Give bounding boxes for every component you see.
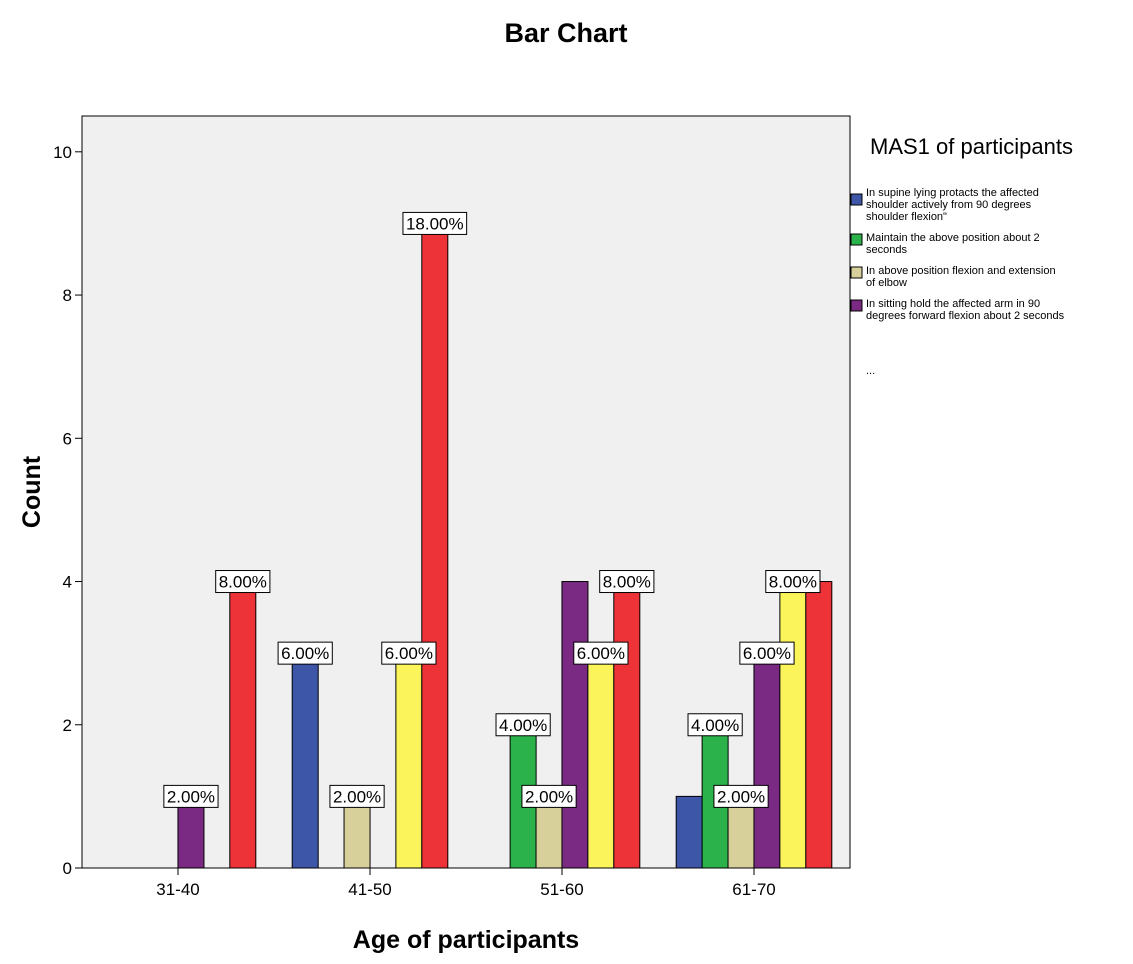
legend-label: In supine lying protacts the affected — [866, 187, 1039, 199]
data-label: 18.00% — [402, 211, 468, 235]
data-label-box — [713, 784, 769, 808]
data-label-text: 2.00% — [167, 787, 215, 806]
y-tick-label: 8 — [63, 286, 72, 305]
data-label: 8.00% — [599, 570, 655, 594]
y-axis: 0 2 4 6 8 10 — [53, 143, 82, 878]
data-label-box — [402, 211, 468, 235]
legend-more: ... — [866, 365, 875, 377]
data-label-box — [381, 641, 437, 665]
bar — [613, 581, 641, 869]
y-tick-label: 2 — [63, 716, 72, 735]
x-tick-label: 41-50 — [348, 880, 391, 899]
bar — [675, 795, 703, 869]
bar — [727, 795, 755, 869]
data-label-text: 8.00% — [769, 573, 817, 592]
data-label-box — [521, 784, 577, 808]
data-label: 8.00% — [215, 570, 271, 594]
legend-label: of elbow — [866, 277, 907, 289]
data-label-text: 6.00% — [743, 644, 791, 663]
legend-title: MAS1 of participants — [870, 134, 1073, 159]
legend-item: In supine lying protacts the affectedsho… — [850, 187, 1039, 223]
legend-label: In sitting hold the affected arm in 90 — [866, 298, 1040, 310]
data-label-text: 2.00% — [525, 787, 573, 806]
data-label-box — [599, 570, 655, 594]
data-label: 2.00% — [713, 784, 769, 808]
y-axis-title: Count — [18, 455, 46, 528]
data-labels: 6.00% 4.00% 4.00% 2.00% 2.00% 2.00% 2.00% 6.00%… — [163, 211, 821, 808]
legend-swatch — [850, 233, 863, 246]
legend-label: In above position flexion and extension — [866, 265, 1056, 277]
y-tick-label: 4 — [63, 573, 72, 592]
bar — [291, 652, 319, 869]
bar — [229, 581, 257, 869]
data-label-text: 2.00% — [333, 787, 381, 806]
legend-label: seconds — [866, 244, 907, 256]
data-label-box — [739, 641, 795, 665]
x-axis: 31-40 41-50 51-60 61-70 — [156, 868, 776, 899]
y-tick-label: 6 — [63, 429, 72, 448]
data-label-text: 6.00% — [385, 644, 433, 663]
data-label: 6.00% — [573, 641, 629, 665]
legend-item: In above position flexion and extensiono… — [850, 265, 1056, 289]
legend-label: Maintain the above position about 2 — [866, 232, 1040, 244]
data-label: 8.00% — [765, 570, 821, 594]
chart-title: Bar Chart — [504, 18, 627, 48]
legend: MAS1 of participants In supine lying pro… — [850, 134, 1073, 377]
bar — [421, 222, 449, 869]
x-tick-label: 51-60 — [540, 880, 583, 899]
legend-swatch — [850, 193, 863, 206]
data-label-box — [687, 713, 743, 737]
bar — [779, 581, 807, 869]
x-tick-label: 31-40 — [156, 880, 199, 899]
data-label-text: 6.00% — [577, 644, 625, 663]
bar — [805, 581, 833, 869]
data-label-box — [163, 784, 219, 808]
data-label: 6.00% — [277, 641, 333, 665]
bar — [561, 581, 589, 869]
legend-item: In sitting hold the affected arm in 90de… — [850, 298, 1065, 322]
legend-label: shoulder flexion" — [866, 211, 947, 223]
data-label-box — [765, 570, 821, 594]
data-label: 2.00% — [163, 784, 219, 808]
legend-swatch — [850, 299, 863, 312]
data-label-text: 8.00% — [219, 573, 267, 592]
bar — [177, 795, 205, 869]
data-label-text: 2.00% — [717, 787, 765, 806]
y-tick-label: 0 — [63, 859, 72, 878]
data-label: 2.00% — [329, 784, 385, 808]
x-axis-title: Age of participants — [353, 926, 579, 954]
data-label-text: 8.00% — [603, 573, 651, 592]
data-label-text: 4.00% — [691, 716, 739, 735]
data-label-box — [573, 641, 629, 665]
bar — [535, 795, 563, 869]
bar — [587, 652, 615, 869]
legend-items: In supine lying protacts the affectedsho… — [850, 187, 1065, 322]
legend-label: shoulder actively from 90 degrees — [866, 199, 1032, 211]
data-label: 4.00% — [687, 713, 743, 737]
data-label: 6.00% — [381, 641, 437, 665]
bar — [343, 795, 371, 869]
data-label: 2.00% — [521, 784, 577, 808]
data-label: 4.00% — [495, 713, 551, 737]
data-label-box — [329, 784, 385, 808]
legend-item: Maintain the above position about 2secon… — [850, 232, 1040, 256]
data-label-box — [215, 570, 271, 594]
data-label: 6.00% — [739, 641, 795, 665]
y-tick-label: 10 — [53, 143, 72, 162]
legend-label: degrees forward flexion about 2 seconds — [866, 310, 1065, 322]
data-label-box — [495, 713, 551, 737]
bar — [753, 652, 781, 869]
data-label-box — [277, 641, 333, 665]
data-label-text: 6.00% — [281, 644, 329, 663]
legend-swatch — [850, 266, 863, 279]
data-label-text: 18.00% — [406, 214, 464, 233]
data-label-text: 4.00% — [499, 716, 547, 735]
bar — [395, 652, 423, 869]
x-tick-label: 61-70 — [732, 880, 775, 899]
